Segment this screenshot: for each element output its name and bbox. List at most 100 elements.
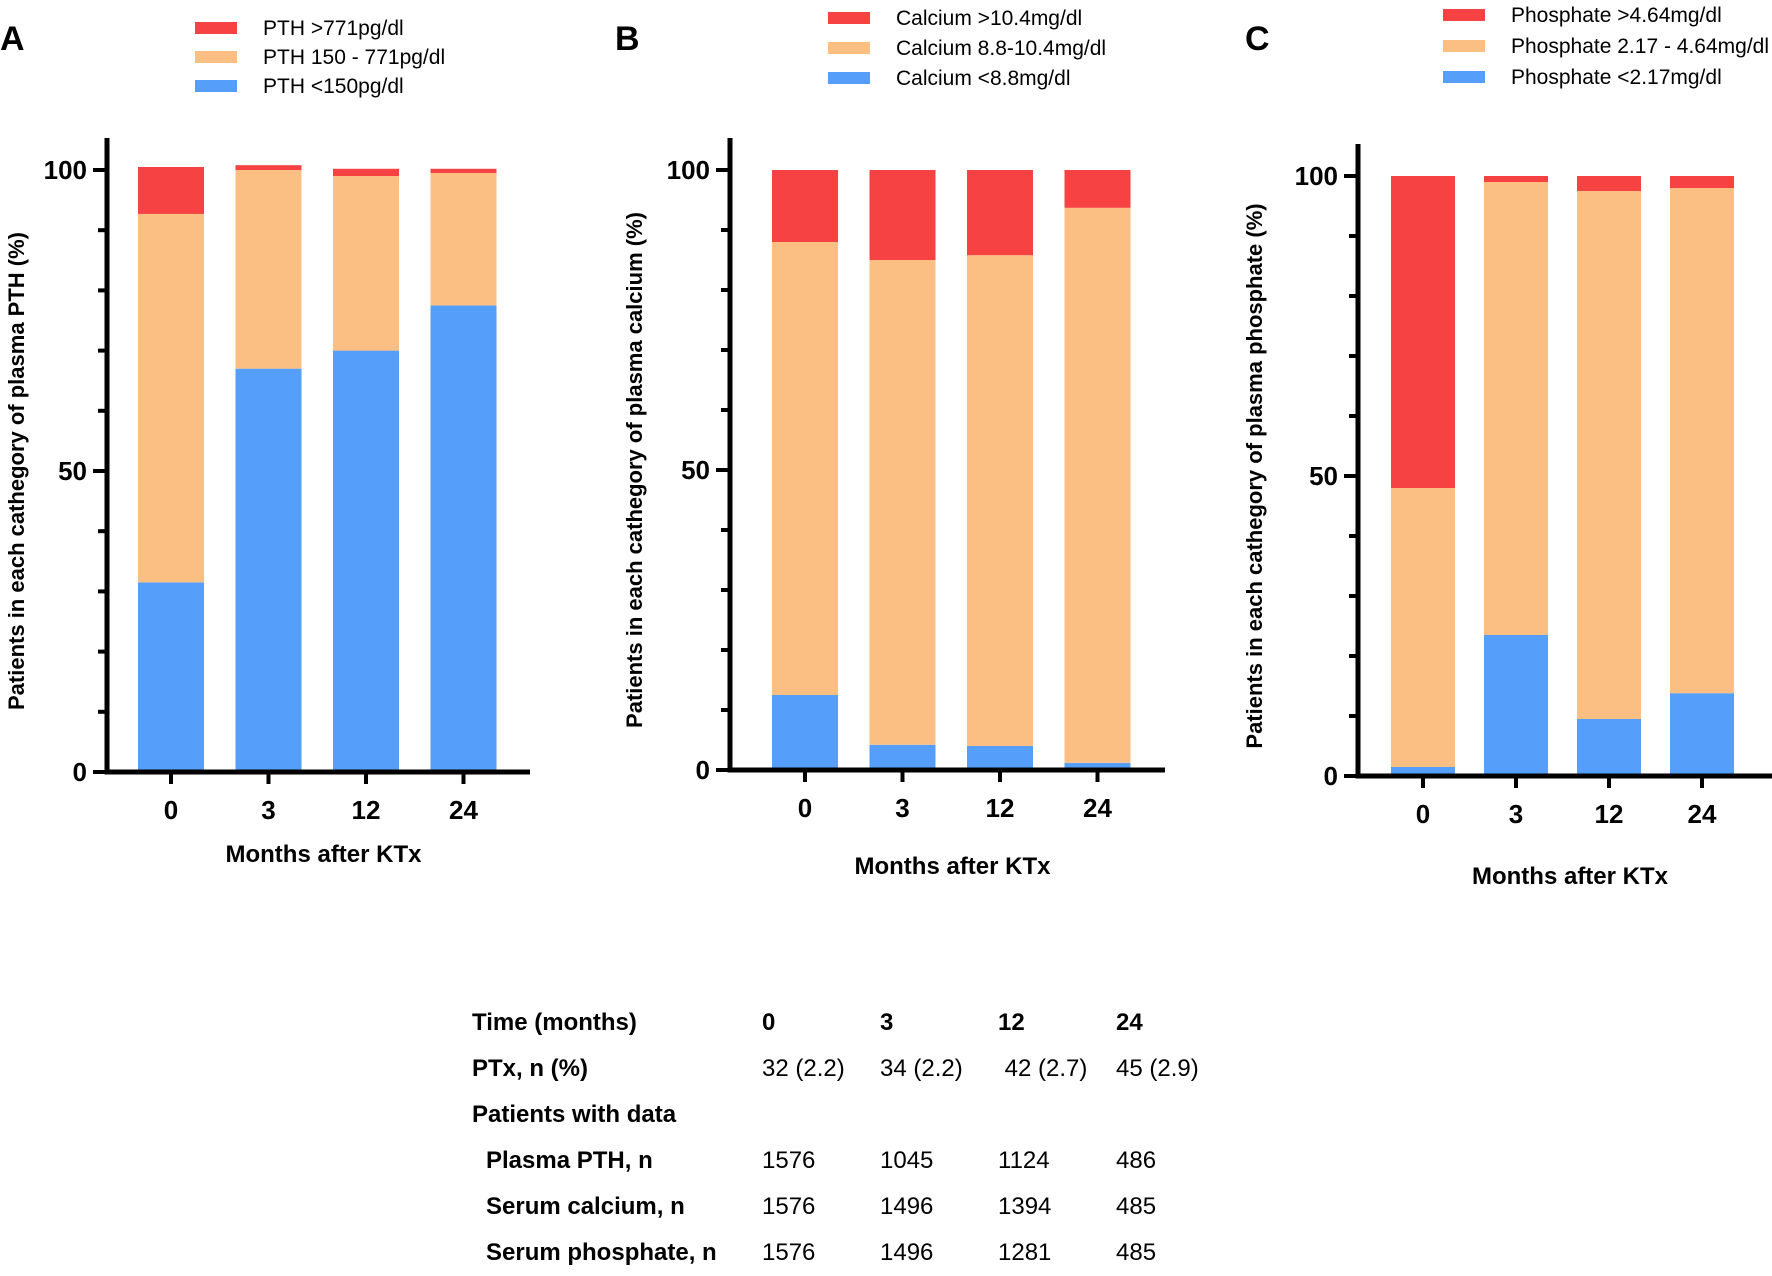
bar-segment bbox=[1064, 762, 1131, 770]
table-header-cell: 12 bbox=[998, 1009, 1025, 1036]
x-tick-label: 12 bbox=[986, 793, 1015, 823]
legend-label: Phosphate 2.17 - 4.64mg/dl bbox=[1511, 35, 1769, 58]
bar-segment bbox=[138, 213, 204, 583]
x-axis-label: Months after KTx bbox=[225, 841, 422, 868]
axes: 0 3 12 24 0 50 100 bbox=[1295, 144, 1772, 829]
panel-b-calcium-chart: B Calcium >10.4mg/dl Calcium 8.8-10.4mg/d… bbox=[615, 7, 1165, 880]
bar-segment bbox=[772, 695, 838, 770]
bar-segment bbox=[1064, 207, 1131, 763]
x-tick-label: 0 bbox=[1416, 799, 1430, 829]
legend-swatch bbox=[828, 42, 870, 54]
x-tick-label: 3 bbox=[1509, 799, 1523, 829]
table-header-cell: 24 bbox=[1116, 1009, 1143, 1036]
bar-segment bbox=[430, 173, 497, 306]
table-row: Serum phosphate, n 1576 1496 1281 485 bbox=[472, 1230, 1234, 1276]
bar-segment bbox=[430, 168, 497, 174]
table-cell bbox=[762, 1092, 880, 1138]
bar-segment bbox=[869, 744, 936, 770]
bars bbox=[1391, 176, 1734, 776]
bar-segment bbox=[869, 170, 936, 260]
y-tick-label: 0 bbox=[73, 757, 87, 787]
table-row-label: Serum phosphate, n bbox=[486, 1239, 717, 1266]
panel-letter: A bbox=[0, 20, 25, 58]
bar-segment bbox=[967, 255, 1033, 746]
legend-label: Calcium 8.8-10.4mg/dl bbox=[896, 37, 1106, 60]
bar-segment bbox=[1577, 176, 1641, 191]
table-cell bbox=[880, 1092, 998, 1138]
y-axis-label: Patients in each cathegory of plasma cal… bbox=[622, 212, 647, 728]
x-tick-label: 24 bbox=[1688, 799, 1717, 829]
table-cell: 32 (2.2) bbox=[762, 1055, 845, 1082]
x-tick-label: 3 bbox=[895, 793, 909, 823]
x-tick-label: 0 bbox=[164, 795, 178, 825]
table-header-cell: 0 bbox=[762, 1009, 776, 1036]
table-cell: 1576 bbox=[762, 1193, 816, 1220]
summary-table: Time (months) 0 3 12 24 PTx, n (%) 32 (2… bbox=[472, 1000, 1234, 1276]
y-tick-label: 100 bbox=[1295, 161, 1338, 191]
bar-segment bbox=[235, 368, 302, 772]
panel-letter: C bbox=[1245, 20, 1270, 58]
x-tick-label: 12 bbox=[1595, 799, 1624, 829]
legend-swatch bbox=[195, 51, 237, 63]
table-cell: 486 bbox=[1116, 1147, 1157, 1174]
bar-segment bbox=[138, 582, 204, 772]
legend-label: Phosphate >4.64mg/dl bbox=[1511, 4, 1722, 27]
bar-segment bbox=[869, 260, 936, 745]
bar-segment bbox=[1064, 170, 1131, 208]
bar-segment bbox=[333, 350, 399, 772]
table-header-row: Time (months) 0 3 12 24 bbox=[472, 1000, 1234, 1046]
table-row-label: Patients with data bbox=[472, 1101, 677, 1128]
table-row-label: PTx, n (%) bbox=[472, 1055, 589, 1082]
x-tick-label: 0 bbox=[798, 793, 812, 823]
bar-segment bbox=[772, 242, 838, 695]
axes: 0 3 12 24 0 50 100 bbox=[44, 138, 530, 825]
table-cell: 34 (2.2) bbox=[880, 1055, 963, 1082]
table-row: Patients with data bbox=[472, 1092, 1234, 1138]
table-header-label: Time (months) bbox=[472, 1009, 637, 1036]
table-cell: 45 (2.9) bbox=[1116, 1055, 1199, 1082]
bars bbox=[772, 170, 1131, 770]
table-cell bbox=[1116, 1092, 1234, 1138]
bar-segment bbox=[1670, 188, 1734, 694]
y-tick-label: 100 bbox=[44, 155, 87, 185]
x-axis-label: Months after KTx bbox=[1472, 863, 1669, 890]
table-cell: 42 (2.7) bbox=[998, 1055, 1088, 1082]
panel-letter: B bbox=[615, 20, 640, 58]
bar-segment bbox=[138, 166, 204, 214]
legend-swatch bbox=[195, 22, 237, 34]
legend-label: Calcium <8.8mg/dl bbox=[896, 67, 1071, 90]
table-cell: 1496 bbox=[880, 1239, 934, 1266]
legend-label: Phosphate <2.17mg/dl bbox=[1511, 66, 1722, 89]
table-cell: 1576 bbox=[762, 1239, 816, 1266]
bar-segment bbox=[1484, 635, 1548, 776]
legend: PTH >771pg/dl PTH 150 - 771pg/dl PTH <150p… bbox=[195, 17, 445, 98]
bar-segment bbox=[1484, 176, 1548, 182]
bars bbox=[138, 165, 497, 772]
y-tick-label: 50 bbox=[681, 455, 710, 485]
bar-segment bbox=[967, 746, 1033, 770]
x-axis-label: Months after KTx bbox=[854, 853, 1051, 880]
bar-segment bbox=[430, 305, 497, 772]
bar-segment bbox=[1577, 719, 1641, 776]
bar-segment bbox=[235, 165, 302, 170]
y-tick-label: 0 bbox=[696, 755, 710, 785]
x-tick-label: 24 bbox=[449, 795, 478, 825]
x-tick-label: 12 bbox=[352, 795, 381, 825]
table-cell: 1394 bbox=[998, 1193, 1052, 1220]
table-row: Plasma PTH, n 1576 1045 1124 486 bbox=[472, 1138, 1234, 1184]
bar-segment bbox=[1391, 488, 1455, 767]
legend-label: PTH 150 - 771pg/dl bbox=[263, 46, 445, 69]
bar-segment bbox=[1391, 176, 1455, 488]
legend-swatch bbox=[1443, 71, 1485, 83]
axes: 0 3 12 24 0 50 100 bbox=[667, 138, 1165, 823]
legend-swatch bbox=[1443, 40, 1485, 52]
bar-segment bbox=[235, 170, 302, 369]
table-cell: 1496 bbox=[880, 1193, 934, 1220]
x-tick-label: 24 bbox=[1083, 793, 1112, 823]
legend-label: PTH <150pg/dl bbox=[263, 75, 404, 98]
panel-c-phosphate-chart: C Phosphate >4.64mg/dl Phosphate 2.17 - 4… bbox=[1242, 4, 1772, 890]
y-axis-label: Patients in each cathegory of plasma pho… bbox=[1242, 203, 1267, 748]
bar-segment bbox=[1670, 693, 1734, 776]
bar-segment bbox=[772, 170, 838, 242]
bar-segment bbox=[1391, 767, 1455, 776]
